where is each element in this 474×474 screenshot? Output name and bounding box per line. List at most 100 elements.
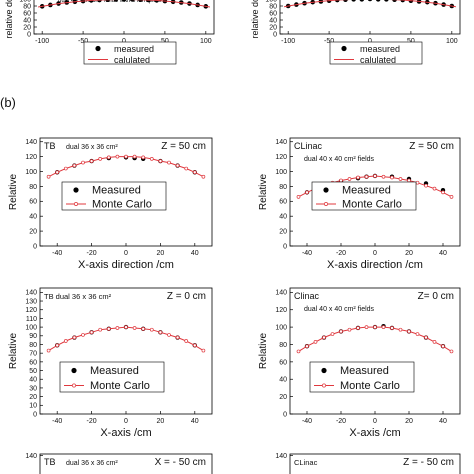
y-tick-label: 140 [25,290,37,297]
x-tick-label: 20 [157,418,165,425]
data-point-open [175,335,180,340]
legend-label: Monte Carlo [92,198,152,210]
data-point-open [441,190,445,195]
data-point-open [158,159,163,163]
data-point-open [89,330,94,335]
data-point-open [132,154,137,159]
y-tick-label: 100 [25,325,37,332]
series-line [38,0,210,8]
x-tick-label: 0 [122,38,126,45]
data-point-open [432,340,437,344]
y-tick-label: 130 [25,298,37,305]
y-tick-label: 20 [29,394,37,401]
plot-area [284,0,456,9]
series-line-open [296,325,454,354]
data-point-open [55,343,60,348]
data-point-open [158,330,163,335]
data-point-open [124,154,128,159]
figure-root: (b) dual 40 x 40 cm² fields with 5 mm pla… [0,0,461,474]
y-tick-label: 140 [275,290,287,297]
data-point-open [149,327,154,332]
x-tick-label: -40 [302,250,312,257]
chart-panel-TB-Zm50: 140 TB dual 36 x 36 cm² X = - 50 cm [25,453,213,474]
y-axis-label: relative dose [250,0,260,39]
data-point-open [356,326,360,330]
data-point-open [407,178,411,183]
data-point [343,0,348,2]
data-point [351,0,356,2]
x-tick-label: -40 [52,418,62,425]
y-tick-label: 30 [29,385,37,392]
y-tick-label: 120 [275,154,287,161]
x-tick-label: -20 [336,418,346,425]
y-tick-label: 0 [27,31,31,38]
data-point-open [115,326,120,330]
panel-title-left: CLinac [294,141,323,151]
y-tick-label: 20 [279,229,287,236]
series-line [284,0,456,8]
panel-title-left: CLinac [294,458,318,467]
x-axis-label: X-axis /cm [349,427,400,439]
data-point-open [72,163,77,168]
y-tick-label: 80 [29,342,37,349]
plot-area [38,0,210,9]
data-point-open [149,157,154,161]
data-point-open [175,163,180,168]
data-point-open [339,178,343,183]
y-tick-label: 20 [279,394,287,401]
x-tick-label: 0 [368,38,372,45]
series-dot [285,0,455,9]
y-tick-label: 80 [29,184,37,191]
y-tick-label: 100 [275,325,287,332]
x-axis-label: X-axis direction /cm [78,259,174,271]
data-point-open [192,170,197,175]
y-tick-label: 0 [283,411,287,418]
legend-marker-dot [341,45,347,52]
y-axis-label: relative dose [4,0,14,39]
panel-subtitle: dual 40 x 40 cm² fields [304,156,375,163]
data-point-open [106,155,111,160]
data-point [113,0,119,2]
x-tick-label: 40 [191,250,199,257]
y-tick-label: 100 [265,0,277,3]
data-point-open [141,326,146,331]
x-tick-label: -40 [302,418,312,425]
y-tick-label: 140 [275,139,287,146]
data-point-open [424,183,428,188]
legend-box [83,41,177,65]
x-tick-label: -20 [87,418,97,425]
y-tick-label: 10 [29,403,37,410]
data-point-open [46,174,51,179]
chart-panel-Clinac-Z0: 0 20 40 60 80 100 120 140 -40 -20 0 20 40 X-axis /cm R… [258,287,461,439]
legend-sample [66,202,86,206]
y-axis-label: Relative [8,333,19,370]
legend-label: calulated [114,55,150,65]
y-tick-label: 40 [279,214,287,221]
data-point-open [390,175,394,180]
y-tick-label: 80 [279,184,287,191]
legend-box [61,181,167,211]
panel-title-right: Z = 50 cm [161,141,206,152]
data-point-open [347,327,352,332]
y-tick-label: 100 [25,169,37,176]
panel-title-right: Z= 0 cm [418,291,454,302]
y-tick-label: 100 [19,0,31,3]
data-point-open [81,160,85,165]
data-point [129,0,135,2]
y-tick-label: 0 [33,243,37,250]
x-tick-label: 20 [405,250,413,257]
data-point [375,0,381,2]
legend-box [329,41,423,65]
y-tick-label: 20 [23,24,31,31]
data-point-open [167,160,171,165]
data-point-open [305,190,309,195]
x-tick-label: 100 [446,38,458,45]
legend-marker-open [324,202,328,206]
data-point-open [46,348,51,353]
data-point-open [381,174,386,179]
x-tick-label: -20 [336,250,346,257]
x-tick-label: 100 [200,38,212,45]
